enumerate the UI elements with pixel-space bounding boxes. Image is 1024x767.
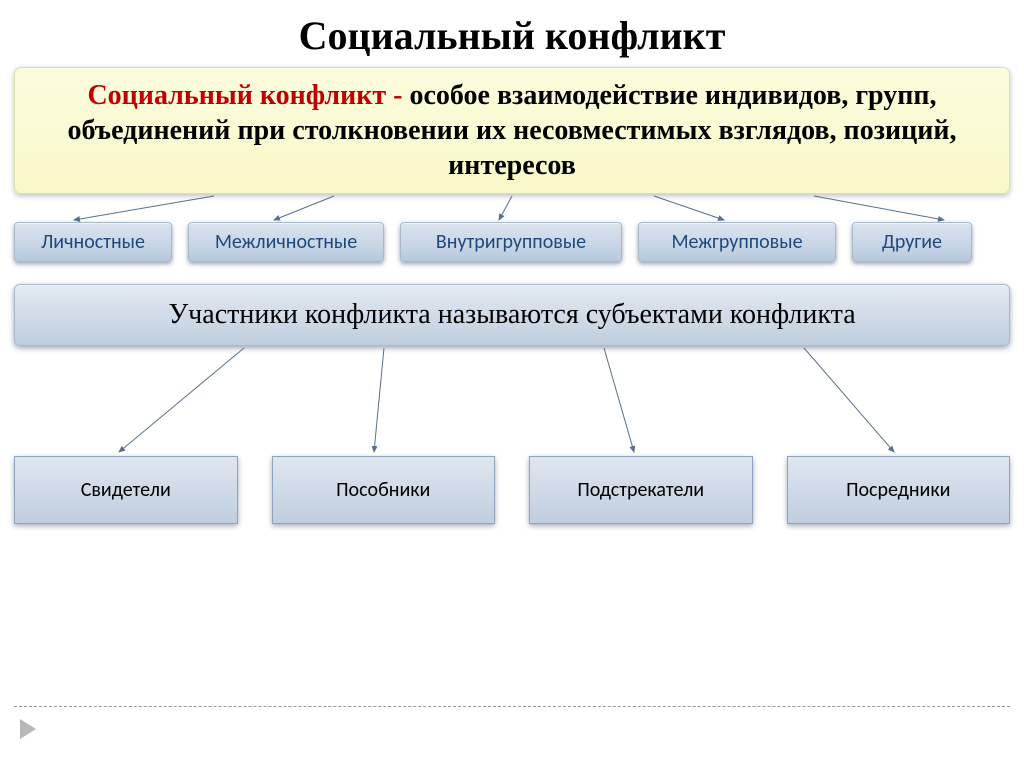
type-box-personal: Личностные [14,222,172,262]
participant-instigators: Подстрекатели [529,456,753,524]
footer-divider [14,706,1010,707]
type-box-intergroup: Межгрупповые [638,222,836,262]
participant-accomplices: Пособники [272,456,496,524]
participant-mediators: Посредники [787,456,1011,524]
type-box-intragroup: Внутригрупповые [400,222,622,262]
nav-next-icon[interactable] [20,719,36,739]
definition-lead: Социальный конфликт - [87,80,409,111]
page-title: Социальный конфликт [0,0,1024,67]
participant-witnesses: Свидетели [14,456,238,524]
definition-box: Социальный конфликт - особое взаимодейст… [14,67,1010,194]
arrows-to-participants [14,346,1010,456]
types-row: Личностные Межличностные Внутригрупповые… [14,222,1010,262]
participants-row: Свидетели Пособники Подстрекатели Посред… [14,456,1010,524]
arrows-to-types [14,194,1010,222]
type-box-other: Другие [852,222,972,262]
type-box-interpersonal: Межличностные [188,222,384,262]
subjects-box: Участники конфликта называются субъектам… [14,284,1010,346]
